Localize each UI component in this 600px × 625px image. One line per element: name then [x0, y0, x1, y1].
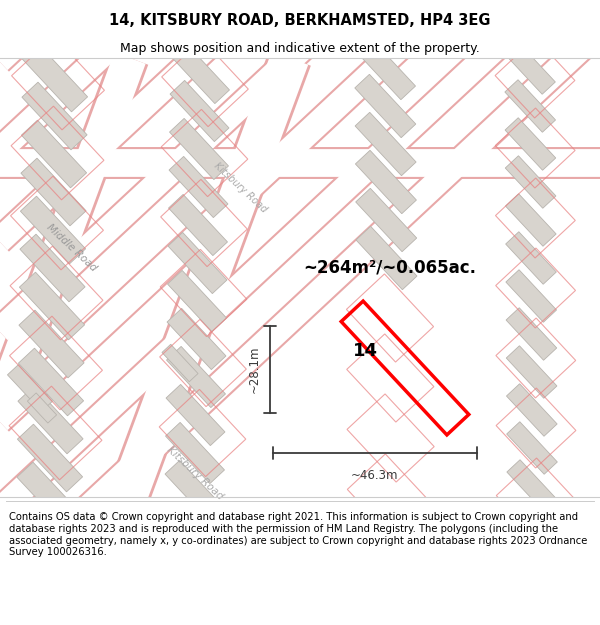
Polygon shape	[356, 188, 417, 252]
Polygon shape	[19, 272, 85, 340]
Text: Kitsbury Road: Kitsbury Road	[165, 444, 225, 501]
Text: Map shows position and indicative extent of the property.: Map shows position and indicative extent…	[120, 42, 480, 55]
Polygon shape	[7, 364, 53, 411]
Text: Middle Road: Middle Road	[45, 222, 99, 274]
Polygon shape	[28, 393, 56, 423]
Polygon shape	[170, 118, 229, 179]
Polygon shape	[21, 158, 86, 226]
Polygon shape	[19, 310, 84, 378]
Polygon shape	[506, 232, 556, 284]
Polygon shape	[505, 42, 556, 94]
Polygon shape	[162, 344, 198, 382]
Polygon shape	[505, 80, 556, 132]
Polygon shape	[17, 424, 83, 492]
Polygon shape	[505, 156, 556, 208]
Polygon shape	[170, 81, 229, 142]
Polygon shape	[20, 196, 86, 264]
Text: ~264m²/~0.065ac.: ~264m²/~0.065ac.	[304, 259, 476, 277]
Polygon shape	[20, 234, 85, 302]
Polygon shape	[169, 156, 228, 218]
Polygon shape	[168, 232, 227, 294]
Polygon shape	[18, 386, 83, 454]
Polygon shape	[169, 194, 227, 256]
Polygon shape	[506, 422, 557, 474]
Text: ~46.3m: ~46.3m	[351, 469, 399, 482]
Polygon shape	[165, 461, 224, 522]
Text: Kitsbury Road: Kitsbury Road	[212, 161, 268, 215]
Polygon shape	[505, 118, 556, 170]
Text: 14, KITSBURY ROAD, BERKHAMSTED, HP4 3EG: 14, KITSBURY ROAD, BERKHAMSTED, HP4 3EG	[109, 12, 491, 28]
Polygon shape	[505, 194, 556, 246]
Polygon shape	[506, 270, 557, 322]
Polygon shape	[506, 346, 557, 398]
Polygon shape	[22, 44, 88, 112]
Polygon shape	[167, 346, 226, 408]
Polygon shape	[355, 74, 416, 138]
Polygon shape	[167, 271, 226, 332]
Polygon shape	[22, 120, 86, 188]
Polygon shape	[355, 36, 416, 99]
Polygon shape	[506, 384, 557, 436]
Polygon shape	[355, 151, 416, 214]
Polygon shape	[355, 112, 416, 176]
Polygon shape	[17, 462, 82, 530]
Text: ~28.1m: ~28.1m	[248, 346, 260, 393]
Polygon shape	[506, 308, 557, 360]
Polygon shape	[170, 42, 229, 104]
Polygon shape	[166, 384, 225, 446]
Polygon shape	[19, 348, 83, 416]
Text: 14: 14	[353, 342, 377, 360]
Polygon shape	[356, 226, 417, 289]
Polygon shape	[166, 422, 224, 484]
Polygon shape	[507, 460, 557, 512]
Polygon shape	[167, 308, 226, 369]
Text: Contains OS data © Crown copyright and database right 2021. This information is : Contains OS data © Crown copyright and d…	[9, 512, 587, 557]
Polygon shape	[22, 82, 87, 150]
